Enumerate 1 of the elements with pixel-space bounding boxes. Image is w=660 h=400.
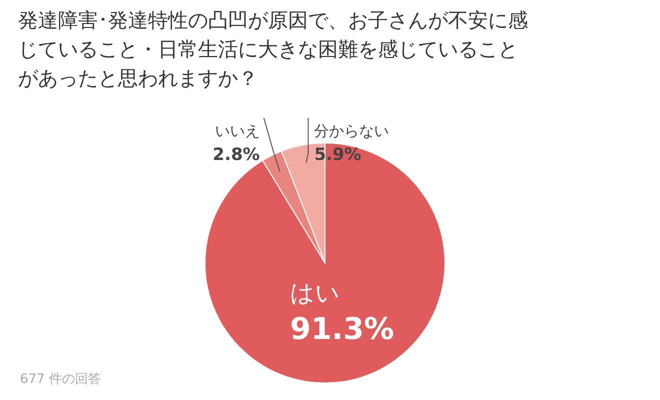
title: 発達障害･発達特性の凸凹が原因で、お子さんが不安に感じていること・日常生活に大きな困難を感じていることがあったと思われますか？ — [18, 7, 529, 92]
